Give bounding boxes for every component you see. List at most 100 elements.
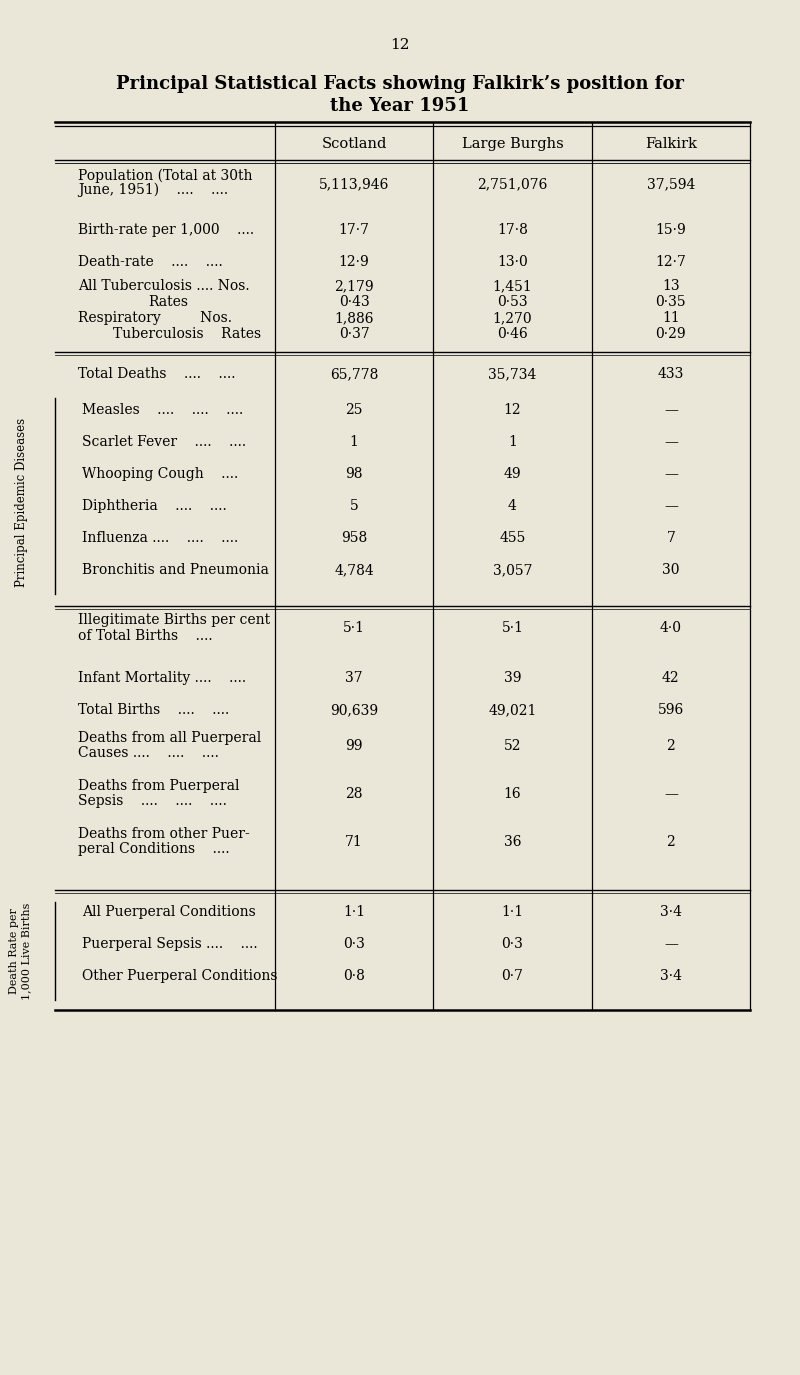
Text: Deaths from all Puerperal: Deaths from all Puerperal [78,732,262,745]
Text: 1·1: 1·1 [502,905,523,918]
Text: 1: 1 [350,434,358,450]
Text: 12: 12 [390,38,410,52]
Text: 5·1: 5·1 [502,622,523,635]
Text: 2,751,076: 2,751,076 [478,177,548,191]
Text: 5,113,946: 5,113,946 [319,177,390,191]
Text: 0·7: 0·7 [502,969,523,983]
Text: —: — [664,936,678,952]
Text: 28: 28 [346,786,363,802]
Text: Infant Mortality ....    ....: Infant Mortality .... .... [78,671,246,685]
Text: 16: 16 [504,786,522,802]
Text: 4,784: 4,784 [334,562,374,578]
Text: 3·4: 3·4 [660,969,682,983]
Text: 17·8: 17·8 [497,223,528,236]
Text: 13·0: 13·0 [497,254,528,270]
Text: Bronchitis and Pneumonia: Bronchitis and Pneumonia [82,562,269,578]
Text: 1: 1 [508,434,517,450]
Text: Birth-rate per 1,000    ....: Birth-rate per 1,000 .... [78,223,254,236]
Text: Principal Epidemic Diseases: Principal Epidemic Diseases [15,418,29,587]
Text: 455: 455 [499,531,526,544]
Text: All Puerperal Conditions: All Puerperal Conditions [82,905,256,918]
Text: Scotland: Scotland [322,138,387,151]
Text: Scarlet Fever    ....    ....: Scarlet Fever .... .... [82,434,246,450]
Text: Whooping Cough    ....: Whooping Cough .... [82,468,238,481]
Text: 958: 958 [341,531,367,544]
Text: 25: 25 [346,403,363,417]
Text: 35,734: 35,734 [488,367,537,381]
Text: 433: 433 [658,367,684,381]
Text: 65,778: 65,778 [330,367,378,381]
Text: 4·0: 4·0 [660,622,682,635]
Text: 5·1: 5·1 [343,622,365,635]
Text: Causes ....    ....    ....: Causes .... .... .... [78,747,219,760]
Text: 0·53: 0·53 [497,296,528,309]
Text: 3,057: 3,057 [493,562,532,578]
Text: Principal Statistical Facts showing Falkirk’s position for: Principal Statistical Facts showing Falk… [116,76,684,94]
Text: the Year 1951: the Year 1951 [330,98,470,116]
Text: Influenza ....    ....    ....: Influenza .... .... .... [82,531,238,544]
Text: 49,021: 49,021 [488,703,537,716]
Text: Total Deaths    ....    ....: Total Deaths .... .... [78,367,235,381]
Text: June, 1951)    ....    ....: June, 1951) .... .... [78,183,228,197]
Text: 36: 36 [504,835,522,848]
Text: Falkirk: Falkirk [645,138,697,151]
Text: peral Conditions    ....: peral Conditions .... [78,842,230,857]
Text: —: — [664,468,678,481]
Text: 0·35: 0·35 [655,296,686,309]
Text: 3·4: 3·4 [660,905,682,918]
Text: Deaths from other Puer-: Deaths from other Puer- [78,826,250,842]
Text: 37: 37 [346,671,363,685]
Text: Deaths from Puerperal: Deaths from Puerperal [78,780,239,793]
Text: 12·9: 12·9 [338,254,370,270]
Text: 71: 71 [346,835,363,848]
Text: 99: 99 [346,738,363,754]
Text: 90,639: 90,639 [330,703,378,716]
Text: All Tuberculosis .... Nos.: All Tuberculosis .... Nos. [78,279,250,293]
Text: 49: 49 [504,468,522,481]
Text: 37,594: 37,594 [646,177,695,191]
Text: —: — [664,434,678,450]
Text: —: — [664,499,678,513]
Text: 39: 39 [504,671,522,685]
Text: 1,886: 1,886 [334,311,374,324]
Text: 0·8: 0·8 [343,969,365,983]
Text: of Total Births    ....: of Total Births .... [78,628,213,644]
Text: 98: 98 [346,468,363,481]
Text: 12: 12 [504,403,522,417]
Text: 30: 30 [662,562,679,578]
Text: 0·37: 0·37 [338,327,370,341]
Text: 4: 4 [508,499,517,513]
Text: Puerperal Sepsis ....    ....: Puerperal Sepsis .... .... [82,936,258,952]
Text: 1,270: 1,270 [493,311,532,324]
Text: 11: 11 [662,311,680,324]
Text: 1,451: 1,451 [493,279,532,293]
Text: Respiratory         Nos.: Respiratory Nos. [78,311,232,324]
Text: 2,179: 2,179 [334,279,374,293]
Text: 0·43: 0·43 [338,296,370,309]
Text: 0·29: 0·29 [655,327,686,341]
Text: 0·46: 0·46 [497,327,528,341]
Text: Measles    ....    ....    ....: Measles .... .... .... [82,403,243,417]
Text: Large Burghs: Large Burghs [462,138,563,151]
Text: 1·1: 1·1 [343,905,366,918]
Text: Tuberculosis    Rates: Tuberculosis Rates [113,327,261,341]
Text: Death-rate    ....    ....: Death-rate .... .... [78,254,222,270]
Text: —: — [664,403,678,417]
Text: —: — [664,786,678,802]
Text: 13: 13 [662,279,680,293]
Text: 596: 596 [658,703,684,716]
Text: 5: 5 [350,499,358,513]
Text: 52: 52 [504,738,522,754]
Text: Sepsis    ....    ....    ....: Sepsis .... .... .... [78,793,227,808]
Text: Total Births    ....    ....: Total Births .... .... [78,703,230,716]
Text: Population (Total at 30th: Population (Total at 30th [78,169,253,183]
Text: 42: 42 [662,671,680,685]
Text: 12·7: 12·7 [655,254,686,270]
Text: Diphtheria    ....    ....: Diphtheria .... .... [82,499,226,513]
Text: 17·7: 17·7 [338,223,370,236]
Text: 2: 2 [666,738,675,754]
Text: 7: 7 [666,531,675,544]
Text: Other Puerperal Conditions: Other Puerperal Conditions [82,969,278,983]
Text: 2: 2 [666,835,675,848]
Text: Death Rate per
1,000 Live Births: Death Rate per 1,000 Live Births [9,902,31,1000]
